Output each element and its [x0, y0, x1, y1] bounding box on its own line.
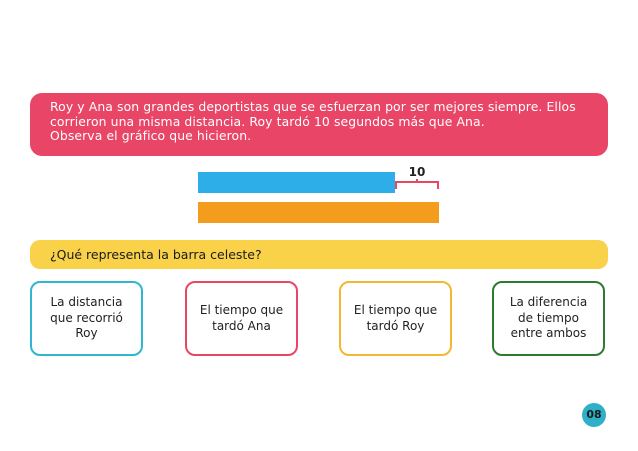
option-time-difference[interactable]: La diferencia de tiempo entre ambos	[492, 281, 605, 356]
question-banner: ¿Qué representa la barra celeste?	[30, 240, 608, 269]
option-time-roy[interactable]: El tiempo que tardó Roy	[339, 281, 452, 356]
question-text: ¿Qué representa la barra celeste?	[50, 247, 262, 262]
option-time-ana[interactable]: El tiempo que tardó Ana	[185, 281, 298, 356]
orange-bar	[198, 202, 439, 223]
option-distance-roy[interactable]: La distancia que recorrió Roy	[30, 281, 143, 356]
statement-line-3: Observa el gráfico que hicieron.	[50, 128, 252, 143]
option-label: La diferencia de tiempo entre ambos	[509, 295, 588, 341]
difference-bracket	[395, 179, 439, 189]
option-label: La distancia que recorrió Roy	[50, 295, 123, 341]
statement-line-2: corrieron una misma distancia. Roy tardó…	[50, 113, 485, 129]
statement-line-1: Roy y Ana son grandes deportistas que se…	[50, 99, 576, 114]
difference-label: 10	[408, 165, 426, 179]
option-label: El tiempo que tardó Ana	[199, 303, 284, 333]
bracket-line	[395, 181, 439, 189]
page-number-badge: 08	[582, 403, 606, 427]
statement-banner: Roy y Ana son grandes deportistas que se…	[30, 93, 608, 156]
option-label: El tiempo que tardó Roy	[353, 303, 438, 333]
light-blue-bar	[198, 172, 395, 193]
